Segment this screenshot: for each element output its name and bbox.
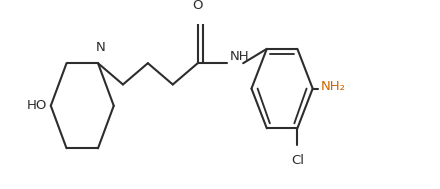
Text: Cl: Cl (291, 154, 304, 167)
Text: O: O (192, 0, 203, 12)
Text: NH: NH (230, 50, 249, 63)
Text: HO: HO (27, 99, 47, 112)
Text: NH₂: NH₂ (321, 81, 345, 93)
Text: N: N (95, 41, 105, 54)
